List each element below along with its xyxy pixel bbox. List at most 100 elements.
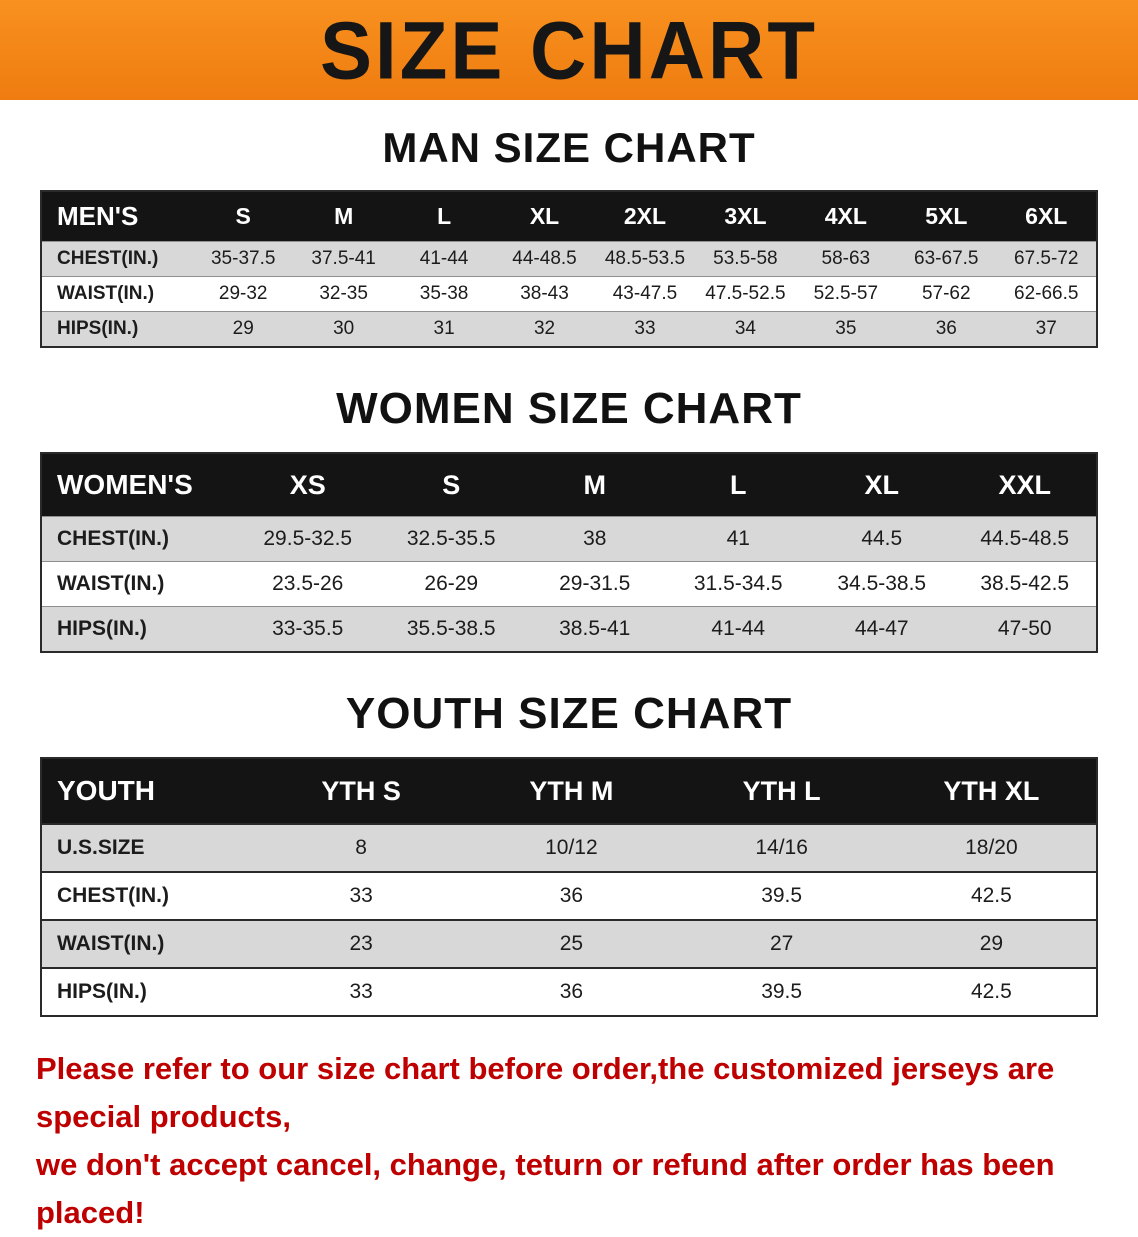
measurement-row-label: U.S.SIZE: [57, 836, 145, 859]
table-corner-label: MEN'S: [41, 191, 193, 242]
size-value: 37.5-41: [311, 248, 376, 269]
size-chart-banner: SIZE CHART: [0, 0, 1138, 100]
table-row: HIPS(IN.) 33 36 39.5 42.5: [41, 968, 1097, 1016]
women-size-table: WOMEN'S XS S M L XL XXL CHEST(IN.) 29.5-32.5 32.5…: [40, 452, 1098, 653]
size-column-header: XXL: [953, 453, 1097, 517]
measurement-row-label: WAIST(IN.): [57, 932, 165, 955]
size-value: 33: [634, 318, 656, 339]
size-value: 27: [769, 932, 794, 955]
table-corner-label: WOMEN'S: [41, 453, 236, 517]
size-value: 38.5-41: [559, 617, 631, 640]
youth-size-table: YOUTH YTH S YTH M YTH L YTH XL U.S.SIZE 8 10/12…: [40, 757, 1098, 1017]
size-column-header: YTH XL: [886, 758, 1097, 824]
order-policy-line-2: we don't accept cancel, change, teturn o…: [36, 1147, 1055, 1231]
size-value: 67.5-72: [1014, 248, 1079, 269]
size-value: 29-31.5: [559, 572, 631, 595]
size-value: 41: [726, 527, 750, 550]
size-column-header: XL: [494, 191, 595, 242]
size-value: 36: [559, 884, 584, 907]
measurement-row-label: HIPS(IN.): [57, 980, 147, 1003]
size-value: 29: [979, 932, 1004, 955]
size-value: 23: [349, 932, 373, 955]
size-value: 39.5: [761, 980, 803, 1003]
size-column-header: S: [379, 453, 523, 517]
size-value: 26-29: [424, 572, 479, 595]
measurement-row-label: WAIST(IN.): [57, 283, 155, 304]
size-value: 39.5: [761, 884, 803, 907]
size-column-header: YTH M: [466, 758, 677, 824]
size-value: 44-48.5: [512, 248, 577, 269]
size-value: 8: [355, 836, 367, 859]
size-value: 53.5-58: [713, 248, 778, 269]
size-value: 32: [533, 318, 556, 339]
measurement-row-label: CHEST(IN.): [57, 527, 169, 550]
size-value: 36: [559, 980, 584, 1003]
size-value: 25: [559, 932, 584, 955]
size-value: 41-44: [419, 248, 469, 269]
table-row: CHEST(IN.) 33 36 39.5 42.5: [41, 872, 1097, 920]
size-value: 42.5: [970, 980, 1012, 1003]
size-value: 34: [734, 318, 756, 339]
size-column-header: 5XL: [896, 191, 997, 242]
table-row: HIPS(IN.) 29 30 31 32 33 34 35 36 37: [41, 311, 1097, 347]
size-value: 32-35: [319, 283, 368, 304]
table-row: WAIST(IN.) 23 25 27 29: [41, 920, 1097, 968]
size-value: 47-50: [997, 617, 1052, 640]
page-title: SIZE CHART: [320, 3, 818, 97]
size-value: 38.5-42.5: [980, 572, 1070, 595]
size-column-header: S: [193, 191, 294, 242]
size-value: 44.5-48.5: [980, 527, 1070, 550]
size-column-header: 3XL: [695, 191, 796, 242]
measurement-row-label: HIPS(IN.): [57, 617, 147, 640]
size-value: 35-37.5: [210, 248, 276, 269]
table-row: U.S.SIZE 8 10/12 14/16 18/20: [41, 824, 1097, 872]
size-value: 29.5-32.5: [263, 527, 353, 550]
table-row: CHEST(IN.) 29.5-32.5 32.5-35.5 38 41 44.5 44.5…: [41, 516, 1097, 562]
size-value: 31: [433, 318, 455, 339]
size-value: 42.5: [970, 884, 1012, 907]
measurement-row-label: HIPS(IN.): [57, 318, 139, 339]
table-row: WAIST(IN.) 23.5-26 26-29 29-31.5 31.5-34.5 34…: [41, 561, 1097, 607]
size-column-header: XS: [236, 453, 380, 517]
size-value: 23.5-26: [272, 572, 344, 595]
women-section-heading: WOMEN SIZE CHART: [336, 384, 802, 433]
size-column-header: L: [393, 191, 495, 242]
size-value: 33: [349, 884, 373, 907]
size-value: 31.5-34.5: [693, 572, 783, 595]
size-value: 62-66.5: [1014, 283, 1079, 304]
size-value: 47.5-52.5: [705, 283, 786, 304]
size-value: 37: [1035, 318, 1057, 339]
size-value: 29-32: [218, 283, 268, 304]
youth-section-heading: YOUTH SIZE CHART: [345, 689, 793, 738]
size-value: 35.5-38.5: [406, 617, 496, 640]
size-value: 44-47: [854, 617, 909, 640]
measurement-row-label: CHEST(IN.): [57, 884, 169, 907]
size-column-header: YTH L: [676, 758, 887, 824]
table-header-row: YOUTH YTH S YTH M YTH L YTH XL: [41, 758, 1097, 824]
size-value: 58-63: [821, 248, 871, 269]
size-value: 43-47.5: [612, 283, 678, 304]
size-value: 35: [835, 318, 857, 339]
size-value: 35-38: [419, 283, 469, 304]
size-value: 52.5-57: [813, 283, 879, 304]
size-column-header: M: [523, 453, 667, 517]
table-corner-label: YOUTH: [41, 758, 256, 824]
table-row: WAIST(IN.) 29-32 32-35 35-38 38-43 43-47.5 47.…: [41, 276, 1097, 312]
men-size-table: MEN'S S M L XL 2XL 3XL 4XL 5XL 6XL CHEST(IN.) 35-37…: [40, 190, 1098, 348]
size-column-header: L: [666, 453, 810, 517]
size-value: 33: [349, 980, 373, 1003]
size-value: 32.5-35.5: [406, 527, 496, 550]
measurement-row-label: WAIST(IN.): [57, 572, 165, 595]
size-value: 29: [232, 318, 254, 339]
size-value: 14/16: [755, 836, 808, 859]
size-value: 30: [333, 318, 355, 339]
size-value: 38-43: [520, 283, 569, 304]
table-header-row: WOMEN'S XS S M L XL XXL: [41, 453, 1097, 517]
size-value: 34.5-38.5: [837, 572, 927, 595]
size-value: 36: [935, 318, 957, 339]
table-header-row: MEN'S S M L XL 2XL 3XL 4XL 5XL 6XL: [41, 191, 1097, 242]
size-column-header: M: [293, 191, 394, 242]
size-column-header: 4XL: [795, 191, 897, 242]
men-section-heading: MAN SIZE CHART: [382, 124, 756, 171]
size-value: 33-35.5: [272, 617, 344, 640]
